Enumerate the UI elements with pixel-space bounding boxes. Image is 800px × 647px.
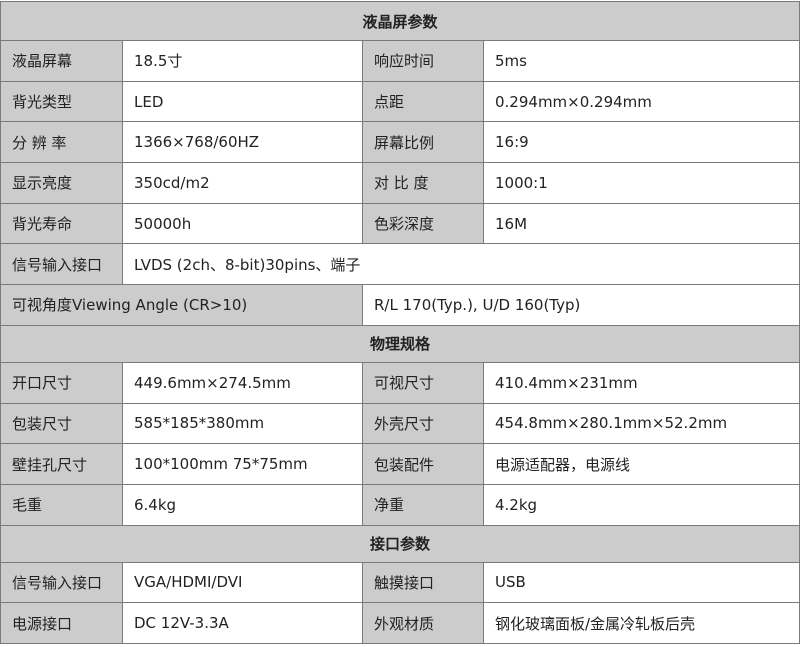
spec-label: 毛重 xyxy=(0,483,123,526)
spec-label: 背光寿命 xyxy=(0,202,123,245)
spec-value: 100*100mm 75*75mm xyxy=(122,443,363,485)
spec-value: LVDS (2ch、8-bit)30pins、端子 xyxy=(121,243,800,286)
section-header-interface: 接口参数 xyxy=(0,524,800,563)
spec-label: 屏幕比例 xyxy=(362,121,484,164)
spec-label: 电源接口 xyxy=(0,602,123,644)
spec-label: 外观材质 xyxy=(362,602,484,644)
table-row: 可视角度Viewing Angle (CR>10) R/L 170(Typ.), … xyxy=(0,284,800,326)
spec-label: 信号输入接口 xyxy=(0,243,123,286)
spec-value: 钢化玻璃面板/金属冷轧板后壳 xyxy=(482,602,800,644)
table-row: 包装尺寸 585*185*380mm 外壳尺寸 454.8mm×280.1mm×52.… xyxy=(0,402,800,445)
spec-label: 显示亮度 xyxy=(0,162,123,204)
spec-value: DC 12V-3.3A xyxy=(122,602,363,644)
spec-value: 18.5寸 xyxy=(122,40,363,82)
table-row: 背光类型 LED 点距 0.294mm×0.294mm xyxy=(0,80,800,123)
spec-value: 16M xyxy=(482,202,800,245)
spec-value: 4.2kg xyxy=(482,483,800,526)
spec-value: 350cd/m2 xyxy=(122,162,363,204)
table-row: 信号输入接口 LVDS (2ch、8-bit)30pins、端子 xyxy=(0,243,800,286)
table-row: 电源接口 DC 12V-3.3A 外观材质 钢化玻璃面板/金属冷轧板后壳 xyxy=(0,602,800,644)
spec-value: R/L 170(Typ.), U/D 160(Typ) xyxy=(361,284,800,326)
spec-label: 可视尺寸 xyxy=(362,361,484,404)
table-row: 壁挂孔尺寸 100*100mm 75*75mm 包装配件 电源适配器，电源线 xyxy=(0,443,800,485)
spec-label: 包装配件 xyxy=(362,443,484,485)
spec-label: 点距 xyxy=(362,80,484,123)
spec-label: 可视角度Viewing Angle (CR>10) xyxy=(0,284,363,326)
table-row: 信号输入接口 VGA/HDMI/DVI 触摸接口 USB xyxy=(0,561,800,604)
spec-label: 开口尺寸 xyxy=(0,361,123,404)
table-row: 分 辨 率 1366×768/60HZ 屏幕比例 16:9 xyxy=(0,121,800,164)
spec-value: VGA/HDMI/DVI xyxy=(122,561,363,604)
section-header-lcd: 液晶屏参数 xyxy=(0,1,800,41)
spec-value: LED xyxy=(122,80,363,123)
spec-value: 1366×768/60HZ xyxy=(122,121,363,164)
section-title: 液晶屏参数 xyxy=(0,1,800,41)
spec-label: 信号输入接口 xyxy=(0,561,123,604)
spec-label: 外壳尺寸 xyxy=(362,402,484,445)
spec-value: 410.4mm×231mm xyxy=(482,361,800,404)
spec-value: 449.6mm×274.5mm xyxy=(122,361,363,404)
spec-value: 0.294mm×0.294mm xyxy=(482,80,800,123)
spec-value: 16:9 xyxy=(482,121,800,164)
spec-label: 包装尺寸 xyxy=(0,402,123,445)
spec-label: 液晶屏幕 xyxy=(0,40,123,82)
spec-value: 5ms xyxy=(482,40,800,82)
spec-value: 电源适配器，电源线 xyxy=(482,443,800,485)
spec-label: 触摸接口 xyxy=(362,561,484,604)
table-row: 显示亮度 350cd/m2 对 比 度 1000:1 xyxy=(0,162,800,204)
spec-value: 585*185*380mm xyxy=(122,402,363,445)
section-title: 物理规格 xyxy=(0,324,800,363)
spec-label: 对 比 度 xyxy=(362,162,484,204)
section-title: 接口参数 xyxy=(0,524,800,563)
table-row: 背光寿命 50000h 色彩深度 16M xyxy=(0,202,800,245)
spec-label: 色彩深度 xyxy=(362,202,484,245)
spec-value: USB xyxy=(482,561,800,604)
spec-label: 净重 xyxy=(362,483,484,526)
table-row: 毛重 6.4kg 净重 4.2kg xyxy=(0,483,800,526)
section-header-physical: 物理规格 xyxy=(0,324,800,363)
spec-label: 分 辨 率 xyxy=(0,121,123,164)
spec-value: 1000:1 xyxy=(482,162,800,204)
spec-label: 背光类型 xyxy=(0,80,123,123)
table-row: 开口尺寸 449.6mm×274.5mm 可视尺寸 410.4mm×231mm xyxy=(0,361,800,404)
spec-value: 454.8mm×280.1mm×52.2mm xyxy=(482,402,800,445)
spec-value: 50000h xyxy=(122,202,363,245)
spec-label: 壁挂孔尺寸 xyxy=(0,443,123,485)
spec-label: 响应时间 xyxy=(362,40,484,82)
spec-value: 6.4kg xyxy=(122,483,363,526)
table-row: 液晶屏幕 18.5寸 响应时间 5ms xyxy=(0,40,800,82)
